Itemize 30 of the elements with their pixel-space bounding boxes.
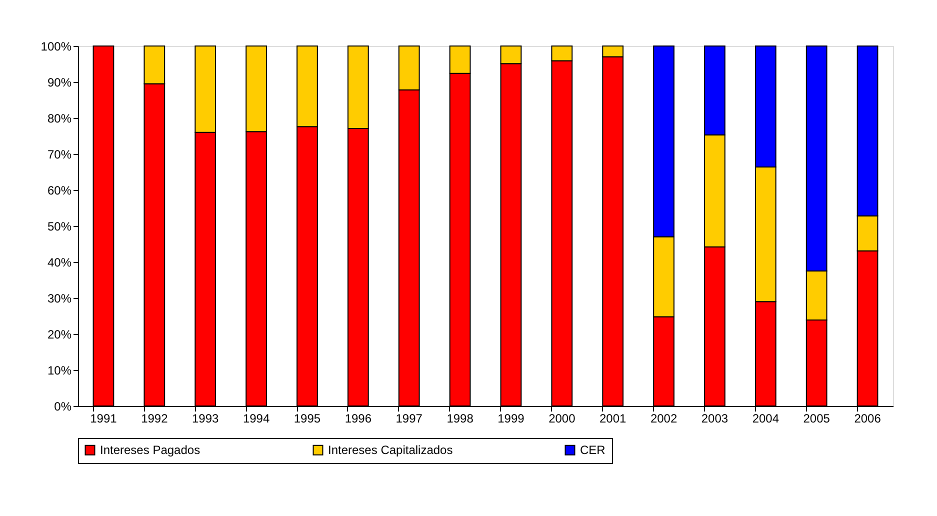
x-tick-label: 1992 (141, 412, 168, 426)
x-tick-label: 1995 (294, 412, 321, 426)
legend-label: Intereses Pagados (100, 443, 200, 458)
legend-label: Intereses Capitalizados (328, 443, 453, 458)
x-tick-label: 2004 (752, 412, 780, 426)
y-tick-label: 0% (54, 400, 72, 414)
x-tick-label: 2003 (701, 412, 728, 426)
y-tick-label: 70% (47, 148, 72, 162)
x-tick-label: 1997 (396, 412, 423, 426)
x-tick-label: 2001 (599, 412, 627, 426)
x-tick-label: 2005 (803, 412, 830, 426)
y-tick-label: 10% (47, 364, 72, 378)
y-tick-label: 100% (40, 40, 72, 54)
x-tick-label: 2002 (650, 412, 678, 426)
x-tick-label: 2006 (854, 412, 882, 426)
x-tick-label: 1993 (192, 412, 220, 426)
y-tick-label: 50% (47, 220, 72, 234)
x-tick-label: 1991 (90, 412, 118, 426)
x-tick-label: 1999 (498, 412, 525, 426)
x-tick-label: 1996 (344, 412, 372, 426)
legend-label: CER (580, 443, 606, 458)
y-tick-label: 90% (47, 76, 72, 90)
y-tick-label: 40% (47, 256, 72, 270)
x-tick-label: 2000 (548, 412, 576, 426)
y-tick-label: 20% (47, 328, 72, 342)
x-tick-label: 1994 (242, 412, 270, 426)
y-tick-label: 80% (47, 112, 72, 126)
y-tick-label: 60% (47, 184, 72, 198)
x-tick-label: 1998 (446, 412, 474, 426)
y-tick-label: 30% (47, 292, 72, 306)
